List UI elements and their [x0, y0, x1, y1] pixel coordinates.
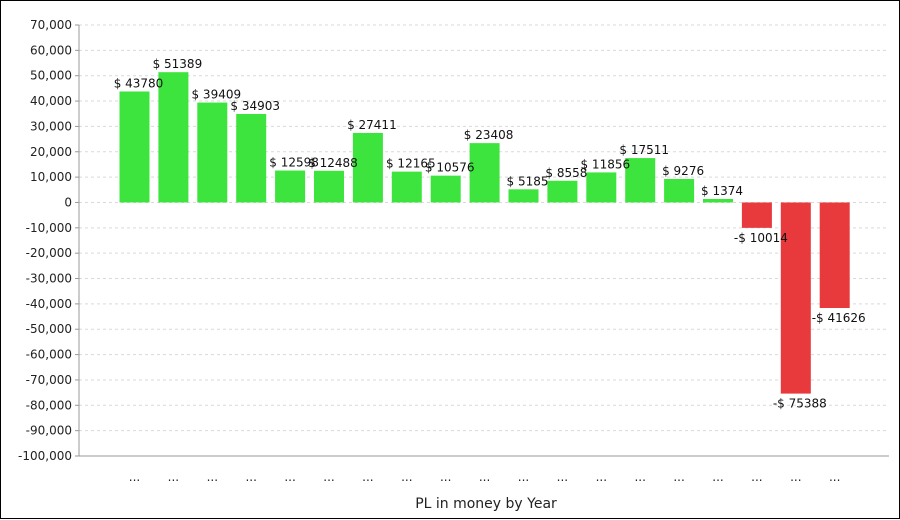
x-tick-label: ...: [245, 470, 256, 484]
data-label: -$ 41626: [812, 311, 866, 325]
y-tick-label: -100,000: [18, 449, 72, 463]
y-tick-label: 0: [64, 195, 72, 209]
bar[interactable]: [625, 158, 656, 203]
y-tick-label: -20,000: [26, 246, 72, 260]
y-tick-label: 10,000: [30, 170, 72, 184]
data-label: -$ 75388: [773, 397, 827, 411]
y-tick-label: -30,000: [26, 272, 72, 286]
bar[interactable]: [197, 102, 228, 203]
y-tick-label: 50,000: [30, 69, 72, 83]
data-label: $ 10576: [425, 161, 475, 175]
bar[interactable]: [469, 143, 500, 203]
y-tick-label: 30,000: [30, 119, 72, 133]
data-label: $ 34903: [230, 99, 280, 113]
x-tick-label: ...: [168, 470, 179, 484]
y-tick-label: 40,000: [30, 94, 72, 108]
data-label: $ 8558: [545, 166, 587, 180]
bar[interactable]: [819, 202, 850, 309]
x-tick-label: ...: [479, 470, 490, 484]
x-axis-ticks: ........................................…: [129, 470, 841, 484]
data-label: $ 1374: [701, 184, 743, 198]
data-label: $ 12598: [269, 156, 319, 170]
y-axis-ticks: -100,000 -90,000 -80,000 -70,000 -60,000 -50,…: [18, 18, 79, 463]
x-tick-label: ...: [829, 470, 840, 484]
bar[interactable]: [236, 113, 267, 203]
data-label: -$ 10014: [734, 231, 788, 245]
bar[interactable]: [275, 170, 306, 203]
y-tick-label: -50,000: [26, 322, 72, 336]
data-labels: $ 43780 $ 51389 $ 39409$ 34903 $ 12598$ 124…: [114, 57, 866, 410]
x-tick-label: ...: [790, 470, 801, 484]
bar[interactable]: [508, 189, 539, 203]
data-label: $ 51389: [153, 57, 203, 71]
y-tick-label: -40,000: [26, 297, 72, 311]
data-label: $ 9276: [662, 164, 704, 178]
x-axis-label: PL in money by Year: [415, 496, 557, 512]
x-tick-label: ...: [673, 470, 684, 484]
data-label: $ 43780: [114, 76, 164, 90]
y-tick-label: -70,000: [26, 373, 72, 387]
data-label: $ 39409: [191, 88, 241, 102]
y-tick-label: -90,000: [26, 424, 72, 438]
data-label: $ 23408: [464, 128, 514, 142]
y-tick-label: 20,000: [30, 145, 72, 159]
bar[interactable]: [119, 91, 150, 203]
bar[interactable]: [352, 132, 383, 203]
x-tick-label: ...: [284, 470, 295, 484]
data-label: $ 12165: [386, 157, 436, 171]
x-tick-label: ...: [323, 470, 334, 484]
x-tick-label: ...: [596, 470, 607, 484]
x-tick-label: ...: [557, 470, 568, 484]
x-tick-label: ...: [129, 470, 140, 484]
bar[interactable]: [158, 72, 189, 203]
bar[interactable]: [703, 198, 733, 203]
x-tick-label: ...: [634, 470, 645, 484]
bar[interactable]: [586, 172, 617, 203]
bar[interactable]: [741, 202, 772, 228]
y-tick-label: -80,000: [26, 398, 72, 412]
data-label: $ 27411: [347, 118, 397, 132]
data-label: $ 12488: [308, 156, 358, 170]
x-tick-label: ...: [362, 470, 373, 484]
y-tick-label: -10,000: [26, 221, 72, 235]
bar[interactable]: [780, 202, 811, 394]
bar[interactable]: [391, 171, 422, 203]
y-tick-label: -60,000: [26, 348, 72, 362]
data-label: $ 17511: [619, 143, 669, 157]
bar[interactable]: [547, 180, 578, 203]
x-tick-label: ...: [518, 470, 529, 484]
bar[interactable]: [314, 170, 344, 203]
bar[interactable]: [664, 178, 695, 203]
data-label: $ 5185: [507, 174, 549, 188]
bar[interactable]: [430, 175, 461, 203]
x-tick-label: ...: [712, 470, 723, 484]
data-label: $ 11856: [580, 157, 630, 171]
x-tick-label: ...: [401, 470, 412, 484]
x-tick-label: ...: [207, 470, 218, 484]
bars: [119, 72, 850, 394]
x-tick-label: ...: [440, 470, 451, 484]
y-tick-label: 60,000: [30, 43, 72, 57]
y-tick-label: 70,000: [30, 18, 72, 32]
x-tick-label: ...: [751, 470, 762, 484]
